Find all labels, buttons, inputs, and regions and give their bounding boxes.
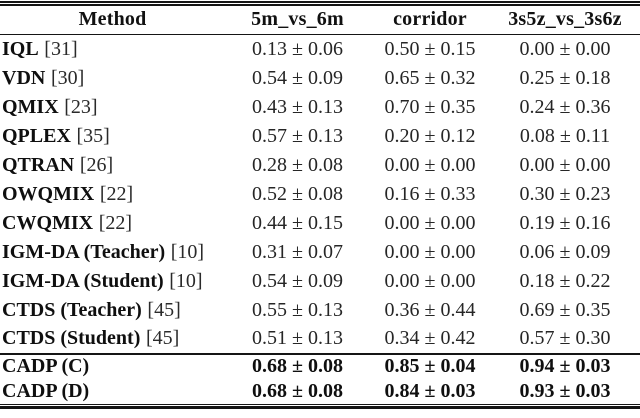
value-cell-3s5z-vs-3s6z: 0.06 ± 0.09 xyxy=(519,240,611,263)
value-cell-5m-vs-6m: 0.13 ± 0.06 xyxy=(252,37,343,60)
value-cell-5m-vs-6m: 0.57 ± 0.13 xyxy=(252,124,343,147)
value-cell-3s5z-vs-3s6z: 0.18 ± 0.22 xyxy=(519,269,611,292)
table-row: QPLEX [35] 0.57 ± 0.13 0.20 ± 0.12 0.08 ±… xyxy=(0,122,640,151)
method-cell: CADP (C) xyxy=(0,352,225,379)
method-name: CTDS (Teacher) xyxy=(2,298,142,321)
citation-ref: [30] xyxy=(50,66,85,89)
value-cell-3s5z-vs-3s6z: 0.00 ± 0.00 xyxy=(519,153,611,176)
method-name: CWQMIX xyxy=(2,211,94,234)
value-cell-5m-vs-6m: 0.68 ± 0.08 xyxy=(252,379,343,402)
method-cell: QPLEX [35] xyxy=(0,122,225,151)
value-cell-corridor: 0.16 ± 0.33 xyxy=(384,182,476,205)
value-cell-3s5z-vs-3s6z: 0.19 ± 0.16 xyxy=(519,211,611,234)
value-cell-corridor: 0.65 ± 0.32 xyxy=(384,66,476,89)
method-cell: IGM-DA (Teacher) [10] xyxy=(0,238,225,267)
table-row: CTDS (Student) [45] 0.51 ± 0.13 0.34 ± 0.… xyxy=(0,325,640,354)
method-cell: QMIX [23] xyxy=(0,93,225,122)
value-cell-3s5z-vs-3s6z: 0.00 ± 0.00 xyxy=(519,37,611,60)
citation-ref: [26] xyxy=(79,153,114,176)
value-cell-5m-vs-6m: 0.31 ± 0.07 xyxy=(252,240,343,263)
method-cell: OWQMIX [22] xyxy=(0,180,225,209)
value-cell-3s5z-vs-3s6z: 0.25 ± 0.18 xyxy=(519,66,611,89)
results-table: Method 5m_vs_6m corridor 3s5z_vs_3s6z IQ… xyxy=(0,5,640,404)
method-cell: IGM-DA (Student) [10] xyxy=(0,267,225,296)
citation-ref: [31] xyxy=(44,37,78,60)
value-cell-5m-vs-6m: 0.43 ± 0.13 xyxy=(252,95,343,118)
method-name: VDN xyxy=(2,66,46,89)
citation-ref: [35] xyxy=(76,124,110,147)
citation-ref: [45] xyxy=(147,298,181,321)
method-name: IQL xyxy=(2,37,39,60)
table-row: QTRAN [26] 0.28 ± 0.08 0.00 ± 0.00 0.00 ±… xyxy=(0,151,640,180)
method-cell: IQL [31] xyxy=(0,35,225,64)
value-cell-5m-vs-6m: 0.52 ± 0.08 xyxy=(252,182,343,205)
method-name: QPLEX xyxy=(2,124,71,147)
value-cell-3s5z-vs-3s6z: 0.24 ± 0.36 xyxy=(519,95,611,118)
table-row: OWQMIX [22] 0.52 ± 0.08 0.16 ± 0.33 0.30 … xyxy=(0,180,640,209)
table-bottom-rule xyxy=(0,403,640,409)
citation-ref: [10] xyxy=(169,269,203,292)
value-cell-5m-vs-6m: 0.44 ± 0.15 xyxy=(252,211,343,234)
value-cell-corridor: 0.00 ± 0.00 xyxy=(384,240,476,263)
value-cell-3s5z-vs-3s6z: 0.08 ± 0.11 xyxy=(519,124,611,147)
value-cell-corridor: 0.70 ± 0.35 xyxy=(384,95,476,118)
value-cell-corridor: 0.50 ± 0.15 xyxy=(384,37,476,60)
method-name: CTDS (Student) xyxy=(2,327,141,349)
table-row: CADP (C) 0.68 ± 0.08 0.85 ± 0.04 0.94 ± … xyxy=(0,352,640,379)
value-cell-3s5z-vs-3s6z: 0.94 ± 0.03 xyxy=(490,352,640,379)
citation-ref: [22] xyxy=(98,211,133,234)
method-name: CADP (D) xyxy=(2,379,90,402)
column-header-5m-vs-6m: 5m_vs_6m xyxy=(225,5,370,35)
citation-ref: [22] xyxy=(99,182,134,205)
method-cell: VDN [30] xyxy=(0,64,225,93)
method-cell: CTDS (Teacher) [45] xyxy=(0,296,225,325)
value-cell-3s5z-vs-3s6z: 0.57 ± 0.30 xyxy=(519,327,611,349)
value-cell-corridor: 0.36 ± 0.44 xyxy=(384,298,476,321)
method-name: IGM-DA (Student) xyxy=(2,269,164,292)
value-cell-3s5z-vs-3s6z: 0.93 ± 0.03 xyxy=(519,379,611,402)
column-header-3s5z-vs-3s6z: 3s5z_vs_3s6z xyxy=(490,5,640,35)
method-name: OWQMIX xyxy=(2,182,95,205)
method-cell: QTRAN [26] xyxy=(0,151,225,180)
method-name: QTRAN xyxy=(2,153,75,176)
value-cell-corridor: 0.00 ± 0.00 xyxy=(384,153,476,176)
value-cell-corridor: 0.20 ± 0.12 xyxy=(384,124,476,147)
table-row: QMIX [23] 0.43 ± 0.13 0.70 ± 0.35 0.24 ± … xyxy=(0,93,640,122)
method-name: IGM-DA (Teacher) xyxy=(2,240,166,263)
table-row: CADP (D) 0.68 ± 0.08 0.84 ± 0.03 0.93 ± … xyxy=(0,379,640,404)
value-cell-5m-vs-6m: 0.28 ± 0.08 xyxy=(252,153,343,176)
value-cell-3s5z-vs-3s6z: 0.30 ± 0.23 xyxy=(519,182,611,205)
method-cell: CTDS (Student) [45] xyxy=(0,325,225,354)
value-cell-3s5z-vs-3s6z: 0.69 ± 0.35 xyxy=(519,298,611,321)
method-cell: CADP (D) xyxy=(0,379,225,404)
value-cell-corridor: 0.85 ± 0.04 xyxy=(370,352,490,379)
table-row: IGM-DA (Student) [10] 0.54 ± 0.09 0.00 ± … xyxy=(0,267,640,296)
value-cell-5m-vs-6m: 0.68 ± 0.08 xyxy=(225,352,370,379)
citation-ref: [45] xyxy=(145,327,180,349)
table-row: VDN [30] 0.54 ± 0.09 0.65 ± 0.32 0.25 ± 0… xyxy=(0,64,640,93)
header-row: Method 5m_vs_6m corridor 3s5z_vs_3s6z xyxy=(0,5,640,35)
citation-ref: [10] xyxy=(170,240,205,263)
value-cell-corridor: 0.00 ± 0.00 xyxy=(384,211,476,234)
table-row: IGM-DA (Teacher) [10] 0.31 ± 0.07 0.00 ± … xyxy=(0,238,640,267)
method-name: QMIX xyxy=(2,95,59,118)
method-name: CADP (C) xyxy=(2,355,90,377)
value-cell-5m-vs-6m: 0.55 ± 0.13 xyxy=(252,298,343,321)
value-cell-corridor: 0.34 ± 0.42 xyxy=(384,327,476,349)
column-header-method: Method xyxy=(0,5,225,35)
table-top-rule xyxy=(0,1,640,6)
column-header-corridor: corridor xyxy=(370,5,490,35)
method-cell: CWQMIX [22] xyxy=(0,209,225,238)
value-cell-corridor: 0.84 ± 0.03 xyxy=(384,379,476,402)
value-cell-5m-vs-6m: 0.51 ± 0.13 xyxy=(252,327,343,349)
table-row: IQL [31] 0.13 ± 0.06 0.50 ± 0.15 0.00 ± 0… xyxy=(0,35,640,64)
value-cell-corridor: 0.00 ± 0.00 xyxy=(384,269,476,292)
table-row: CWQMIX [22] 0.44 ± 0.15 0.00 ± 0.00 0.19 … xyxy=(0,209,640,238)
value-cell-5m-vs-6m: 0.54 ± 0.09 xyxy=(252,269,343,292)
table-row: CTDS (Teacher) [45] 0.55 ± 0.13 0.36 ± 0.… xyxy=(0,296,640,325)
citation-ref: [23] xyxy=(64,95,98,118)
value-cell-5m-vs-6m: 0.54 ± 0.09 xyxy=(252,66,343,89)
